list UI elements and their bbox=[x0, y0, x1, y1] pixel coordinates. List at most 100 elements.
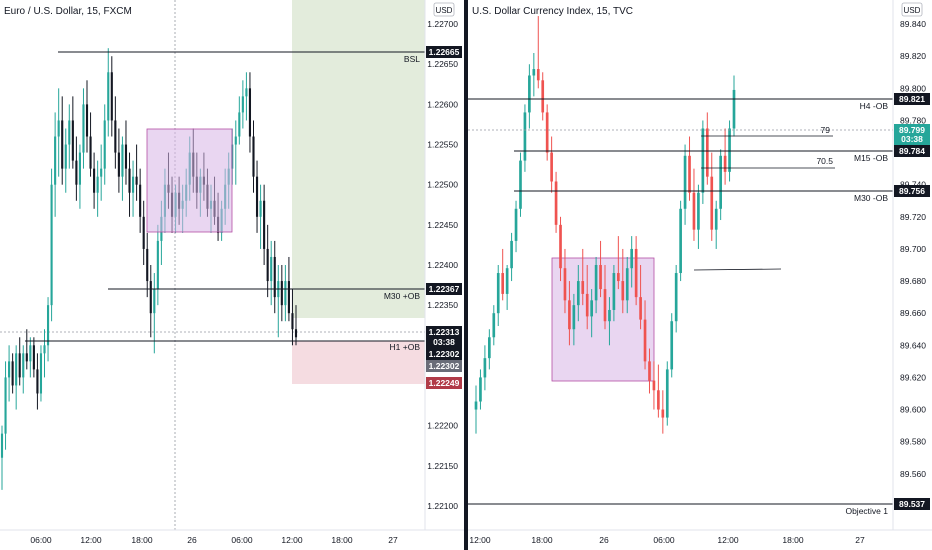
candle-body bbox=[639, 297, 642, 320]
svg-text:1.22302: 1.22302 bbox=[429, 349, 460, 359]
price-tick: 89.580 bbox=[900, 437, 926, 447]
candle-body bbox=[287, 281, 290, 314]
price-tick: 89.620 bbox=[900, 372, 926, 382]
chart-title: Euro / U.S. Dollar, 15, FXCM bbox=[4, 6, 132, 17]
candle-body bbox=[22, 353, 25, 378]
eurusd-chart[interactable]: BSL M30 +OB H1 +OB 1.22700 1.22650 1.22600… bbox=[0, 0, 464, 550]
candle-body bbox=[643, 319, 647, 362]
candle-body bbox=[103, 120, 106, 169]
time-tick: 18:00 bbox=[782, 535, 804, 545]
candle-body bbox=[488, 337, 491, 359]
price-axis[interactable]: 1.22700 1.22650 1.22600 1.22550 1.22500 1.224… bbox=[427, 19, 458, 511]
time-tick: 26 bbox=[187, 535, 197, 545]
candle-body bbox=[563, 268, 567, 301]
candle-body bbox=[719, 155, 722, 209]
candle-body bbox=[266, 248, 269, 282]
candle-body bbox=[692, 192, 696, 230]
candle-body bbox=[43, 345, 46, 354]
h1-ob-label: H1 +OB bbox=[390, 342, 421, 352]
currency-label: USD bbox=[436, 6, 453, 15]
candle-body bbox=[648, 361, 651, 381]
time-tick: 12:00 bbox=[80, 535, 102, 545]
dxy-chart[interactable]: H4 -OB M15 -OB M30 -OB Objective 1 79 70… bbox=[468, 0, 932, 550]
candle-body bbox=[510, 240, 513, 269]
candle-body bbox=[273, 256, 276, 298]
candle-body bbox=[156, 240, 159, 290]
fib-79-label: 79 bbox=[821, 125, 831, 135]
price-tick: 89.600 bbox=[900, 405, 926, 415]
candle-body bbox=[523, 112, 527, 161]
candle-body bbox=[135, 176, 138, 185]
candle-body bbox=[683, 155, 687, 209]
candle-body bbox=[15, 353, 18, 386]
price-tag-bsl: 1.22665 bbox=[426, 46, 462, 58]
candle-body bbox=[29, 345, 32, 362]
price-tick: 1.22550 bbox=[427, 140, 458, 150]
chart-title: U.S. Dollar Currency Index, 15, TVC bbox=[472, 6, 633, 17]
svg-text:1.22302: 1.22302 bbox=[429, 361, 460, 371]
candle-body bbox=[4, 377, 7, 434]
candle-body bbox=[705, 128, 709, 177]
price-axis[interactable]: 89.84089.82089.80089.78089.76089.74089.7… bbox=[900, 19, 926, 511]
candle-body bbox=[514, 208, 518, 241]
m30-ob-label: M30 +OB bbox=[384, 291, 420, 301]
candle-body bbox=[550, 152, 553, 182]
currency-button[interactable] bbox=[901, 2, 923, 17]
candle-body bbox=[590, 300, 593, 317]
supply-zone bbox=[292, 0, 425, 318]
candle-body bbox=[701, 128, 705, 193]
candle-body bbox=[8, 361, 11, 378]
candle-body bbox=[18, 353, 21, 378]
price-tick: 89.740 bbox=[900, 180, 926, 190]
candle-body bbox=[688, 155, 691, 193]
price-tag-current: 1.22313 03:38 bbox=[426, 326, 462, 348]
candle-body bbox=[528, 75, 531, 113]
dxy-chart-panel[interactable]: H4 -OB M15 -OB M30 -OB Objective 1 79 70… bbox=[468, 0, 932, 550]
candle-body bbox=[234, 136, 237, 145]
candle-body bbox=[96, 176, 99, 193]
price-tick: 1.22400 bbox=[427, 260, 458, 270]
candle-body bbox=[142, 216, 145, 249]
candle-body bbox=[93, 168, 96, 193]
candle-body bbox=[474, 401, 478, 410]
candle-body bbox=[714, 208, 718, 230]
candle-body bbox=[492, 313, 496, 338]
time-axis[interactable]: 06:00 12:00 18:00 26 06:00 12:00 18:00 27 bbox=[30, 535, 398, 545]
price-tick: 1.22100 bbox=[427, 501, 458, 511]
candle-body bbox=[78, 152, 81, 185]
svg-text:1.22367: 1.22367 bbox=[429, 284, 460, 294]
time-tick: 12:00 bbox=[469, 535, 491, 545]
price-tag-m30-ob: 1.22367 bbox=[426, 283, 462, 295]
candle-body bbox=[85, 104, 89, 137]
price-tag-current: 89.799 03:38 bbox=[894, 124, 930, 145]
candle-body bbox=[241, 96, 244, 113]
eurusd-chart-panel[interactable]: BSL M30 +OB H1 +OB 1.22700 1.22650 1.22600… bbox=[0, 0, 464, 550]
price-tick: 89.800 bbox=[900, 83, 926, 93]
candle-body bbox=[496, 273, 500, 314]
candle-body bbox=[114, 120, 117, 153]
candle-body bbox=[248, 88, 252, 137]
bsl-label: BSL bbox=[404, 54, 420, 64]
currency-button[interactable] bbox=[433, 2, 455, 17]
time-tick: 18:00 bbox=[331, 535, 353, 545]
m30-ob-label: M30 -OB bbox=[854, 193, 888, 203]
candle-body bbox=[479, 377, 482, 402]
candle-body bbox=[661, 409, 665, 418]
candle-body bbox=[608, 309, 611, 322]
candle-body bbox=[75, 160, 78, 185]
candle-body bbox=[501, 273, 505, 294]
candles bbox=[474, 16, 736, 434]
price-tick: 1.22150 bbox=[427, 461, 458, 471]
candle-body bbox=[710, 176, 714, 230]
price-tag-demand: 1.22249 bbox=[426, 377, 462, 389]
price-tag-gray: 1.22302 bbox=[426, 360, 462, 372]
candle-body bbox=[630, 248, 634, 269]
price-tick: 1.22450 bbox=[427, 220, 458, 230]
candle-body bbox=[252, 136, 255, 177]
candle-body bbox=[697, 192, 700, 230]
svg-text:89.821: 89.821 bbox=[899, 94, 925, 104]
time-axis[interactable]: 12:00 18:00 26 06:00 12:00 18:00 27 bbox=[469, 535, 865, 545]
time-tick: 18:00 bbox=[531, 535, 553, 545]
panel-divider[interactable] bbox=[464, 0, 468, 550]
order-block-box bbox=[146, 128, 233, 233]
